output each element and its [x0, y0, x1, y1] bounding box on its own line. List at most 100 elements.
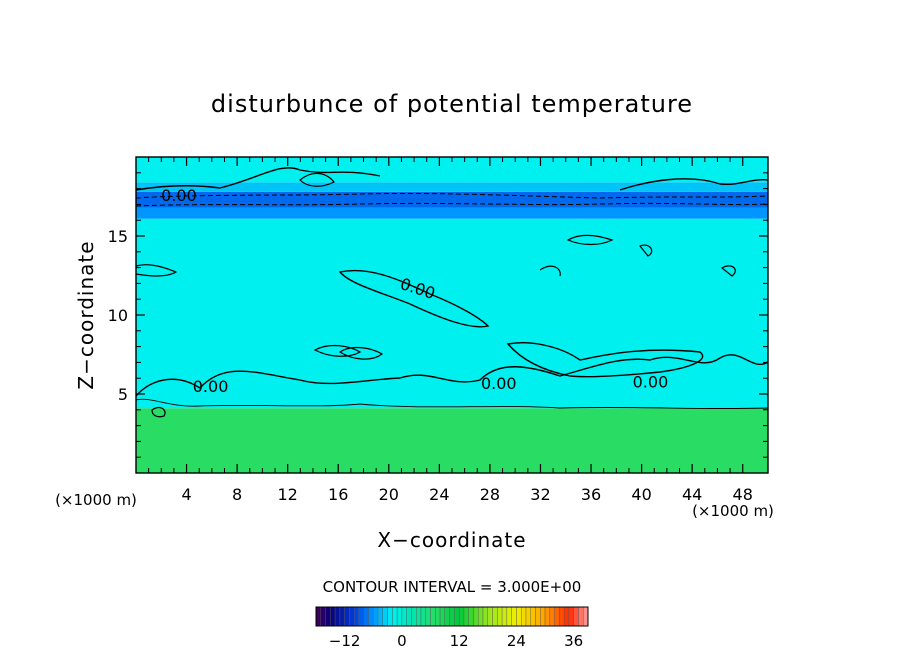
- colorbar-cell: [563, 606, 570, 627]
- colorbar-cell: [449, 606, 455, 627]
- contour-zero-thin: [136, 398, 768, 410]
- colorbar-cell: [525, 606, 531, 627]
- colorbar-cell: [439, 606, 446, 627]
- colorbar-cell: [392, 606, 398, 627]
- colorbar-cell: [487, 606, 493, 627]
- contour-zero-upper: [136, 167, 768, 191]
- heatmap-band-1: [136, 218, 768, 409]
- colorbar-cell: [497, 606, 503, 627]
- colorbar-cell: [430, 606, 436, 627]
- colorbar-cell: [377, 606, 384, 627]
- colorbar-cell: [520, 606, 527, 627]
- x-axis-label: X−coordinate: [377, 528, 526, 552]
- contour-label: 0.00: [161, 186, 197, 205]
- colorbar-cell: [535, 606, 541, 627]
- colorbar-cell: [368, 606, 374, 627]
- colorbar-cell: [411, 606, 417, 627]
- x-tick-label: 24: [429, 485, 449, 504]
- colorbar-cell: [568, 606, 574, 627]
- colorbar-cell: [516, 606, 522, 627]
- colorbar-cell: [554, 606, 560, 627]
- contour-label: 0.00: [193, 377, 229, 396]
- colorbar-frame: [315, 606, 589, 627]
- colorbar-cell: [416, 606, 422, 627]
- heatmap-band-4: [136, 182, 768, 192]
- colorbar-cell: [373, 606, 379, 627]
- colorbar-cell: [482, 606, 488, 627]
- colorbar-cell: [382, 606, 388, 627]
- colorbar-cell: [559, 606, 565, 627]
- x-tick-label: 12: [278, 485, 298, 504]
- colorbar-cell: [320, 606, 326, 627]
- colorbar-ticks: −12 0 12 24 36: [329, 632, 583, 650]
- y-tick-label: 10: [108, 306, 128, 325]
- colorbar-cell: [339, 606, 345, 627]
- colorbar-cell: [330, 606, 336, 627]
- colorbar-tick-label: 0: [397, 632, 407, 650]
- colorbar-cell: [363, 606, 369, 627]
- x-tick-label: 20: [379, 485, 399, 504]
- colorbar-tick-label: 12: [450, 632, 469, 650]
- colorbar-cell: [478, 606, 484, 627]
- chart-title: disturbunce of potential temperature: [211, 90, 693, 118]
- x-axis-unit: (×1000 m): [692, 502, 774, 520]
- x-tick-label: 48: [733, 485, 753, 504]
- colorbar-cell: [344, 606, 350, 627]
- colorbar-cell: [511, 606, 517, 627]
- heatmap-bands: [136, 157, 768, 473]
- x-ticks: 4 8 12 16 20 24 28 32 36 40 44 48: [148, 157, 753, 504]
- x-tick-label: 28: [480, 485, 500, 504]
- colorbar-cell: [468, 606, 474, 627]
- colorbar-cell: [458, 606, 465, 627]
- colorbar-cell: [358, 606, 364, 627]
- colorbar-cell: [396, 606, 403, 627]
- x-tick-label: 16: [328, 485, 348, 504]
- y-ticks: 5 10 15: [108, 172, 768, 458]
- colorbar-cells: [315, 606, 589, 627]
- colorbar-cell: [349, 606, 355, 627]
- y-axis-unit: (×1000 m): [55, 491, 137, 509]
- x-tick-label: 36: [581, 485, 601, 504]
- y-tick-label: 15: [108, 227, 128, 246]
- x-tick-label: 44: [682, 485, 702, 504]
- contour-lines: [136, 167, 768, 418]
- contour-zero-blob-right: [506, 342, 704, 378]
- x-tick-label: 40: [631, 485, 651, 504]
- colorbar-cell: [454, 606, 460, 627]
- contour-labels: 0.000.000.00 0.00 0.00: [161, 186, 668, 396]
- colorbar-cell: [420, 606, 426, 627]
- colorbar-cell: [435, 606, 441, 627]
- contour-small-cells: [136, 172, 736, 418]
- colorbar-cell: [353, 606, 360, 627]
- colorbar-cell: [387, 606, 393, 627]
- colorbar-cell: [315, 606, 321, 627]
- heatmap-band-2: [136, 207, 768, 219]
- colorbar-cell: [544, 606, 551, 627]
- contour-label: 0.00: [481, 374, 517, 393]
- colorbar-cell: [573, 606, 579, 627]
- colorbar-cell: [530, 606, 536, 627]
- heatmap-band-0: [136, 408, 768, 473]
- colorbar-cell: [492, 606, 498, 627]
- contour-zero-blob-center: [338, 269, 490, 328]
- colorbar-cell: [406, 606, 412, 627]
- contour-zero-lower: [136, 354, 768, 397]
- colorbar-cell: [444, 606, 450, 627]
- contour-interval: CONTOUR INTERVAL = 3.000E+00: [323, 578, 582, 596]
- colorbar-tick-label: 36: [564, 632, 583, 650]
- colorbar-cell: [501, 606, 508, 627]
- colorbar-cell: [334, 606, 341, 627]
- colorbar-cell: [540, 606, 546, 627]
- colorbar-cell: [549, 606, 555, 627]
- colorbar-cell: [583, 606, 589, 627]
- colorbar-cell: [325, 606, 331, 627]
- colorbar-cell: [473, 606, 479, 627]
- colorbar-tick-label: −12: [329, 632, 361, 650]
- colorbar-cell: [578, 606, 584, 627]
- x-tick-label: 32: [530, 485, 550, 504]
- contour-negative-1: [136, 192, 768, 199]
- plot-area: 0.000.000.00 0.00 0.00 4 8 12 16 20 24 28 32 36 40 4…: [108, 156, 769, 504]
- contour-label: 0.00: [633, 372, 669, 391]
- colorbar: −12 0 12 24 36: [315, 606, 589, 650]
